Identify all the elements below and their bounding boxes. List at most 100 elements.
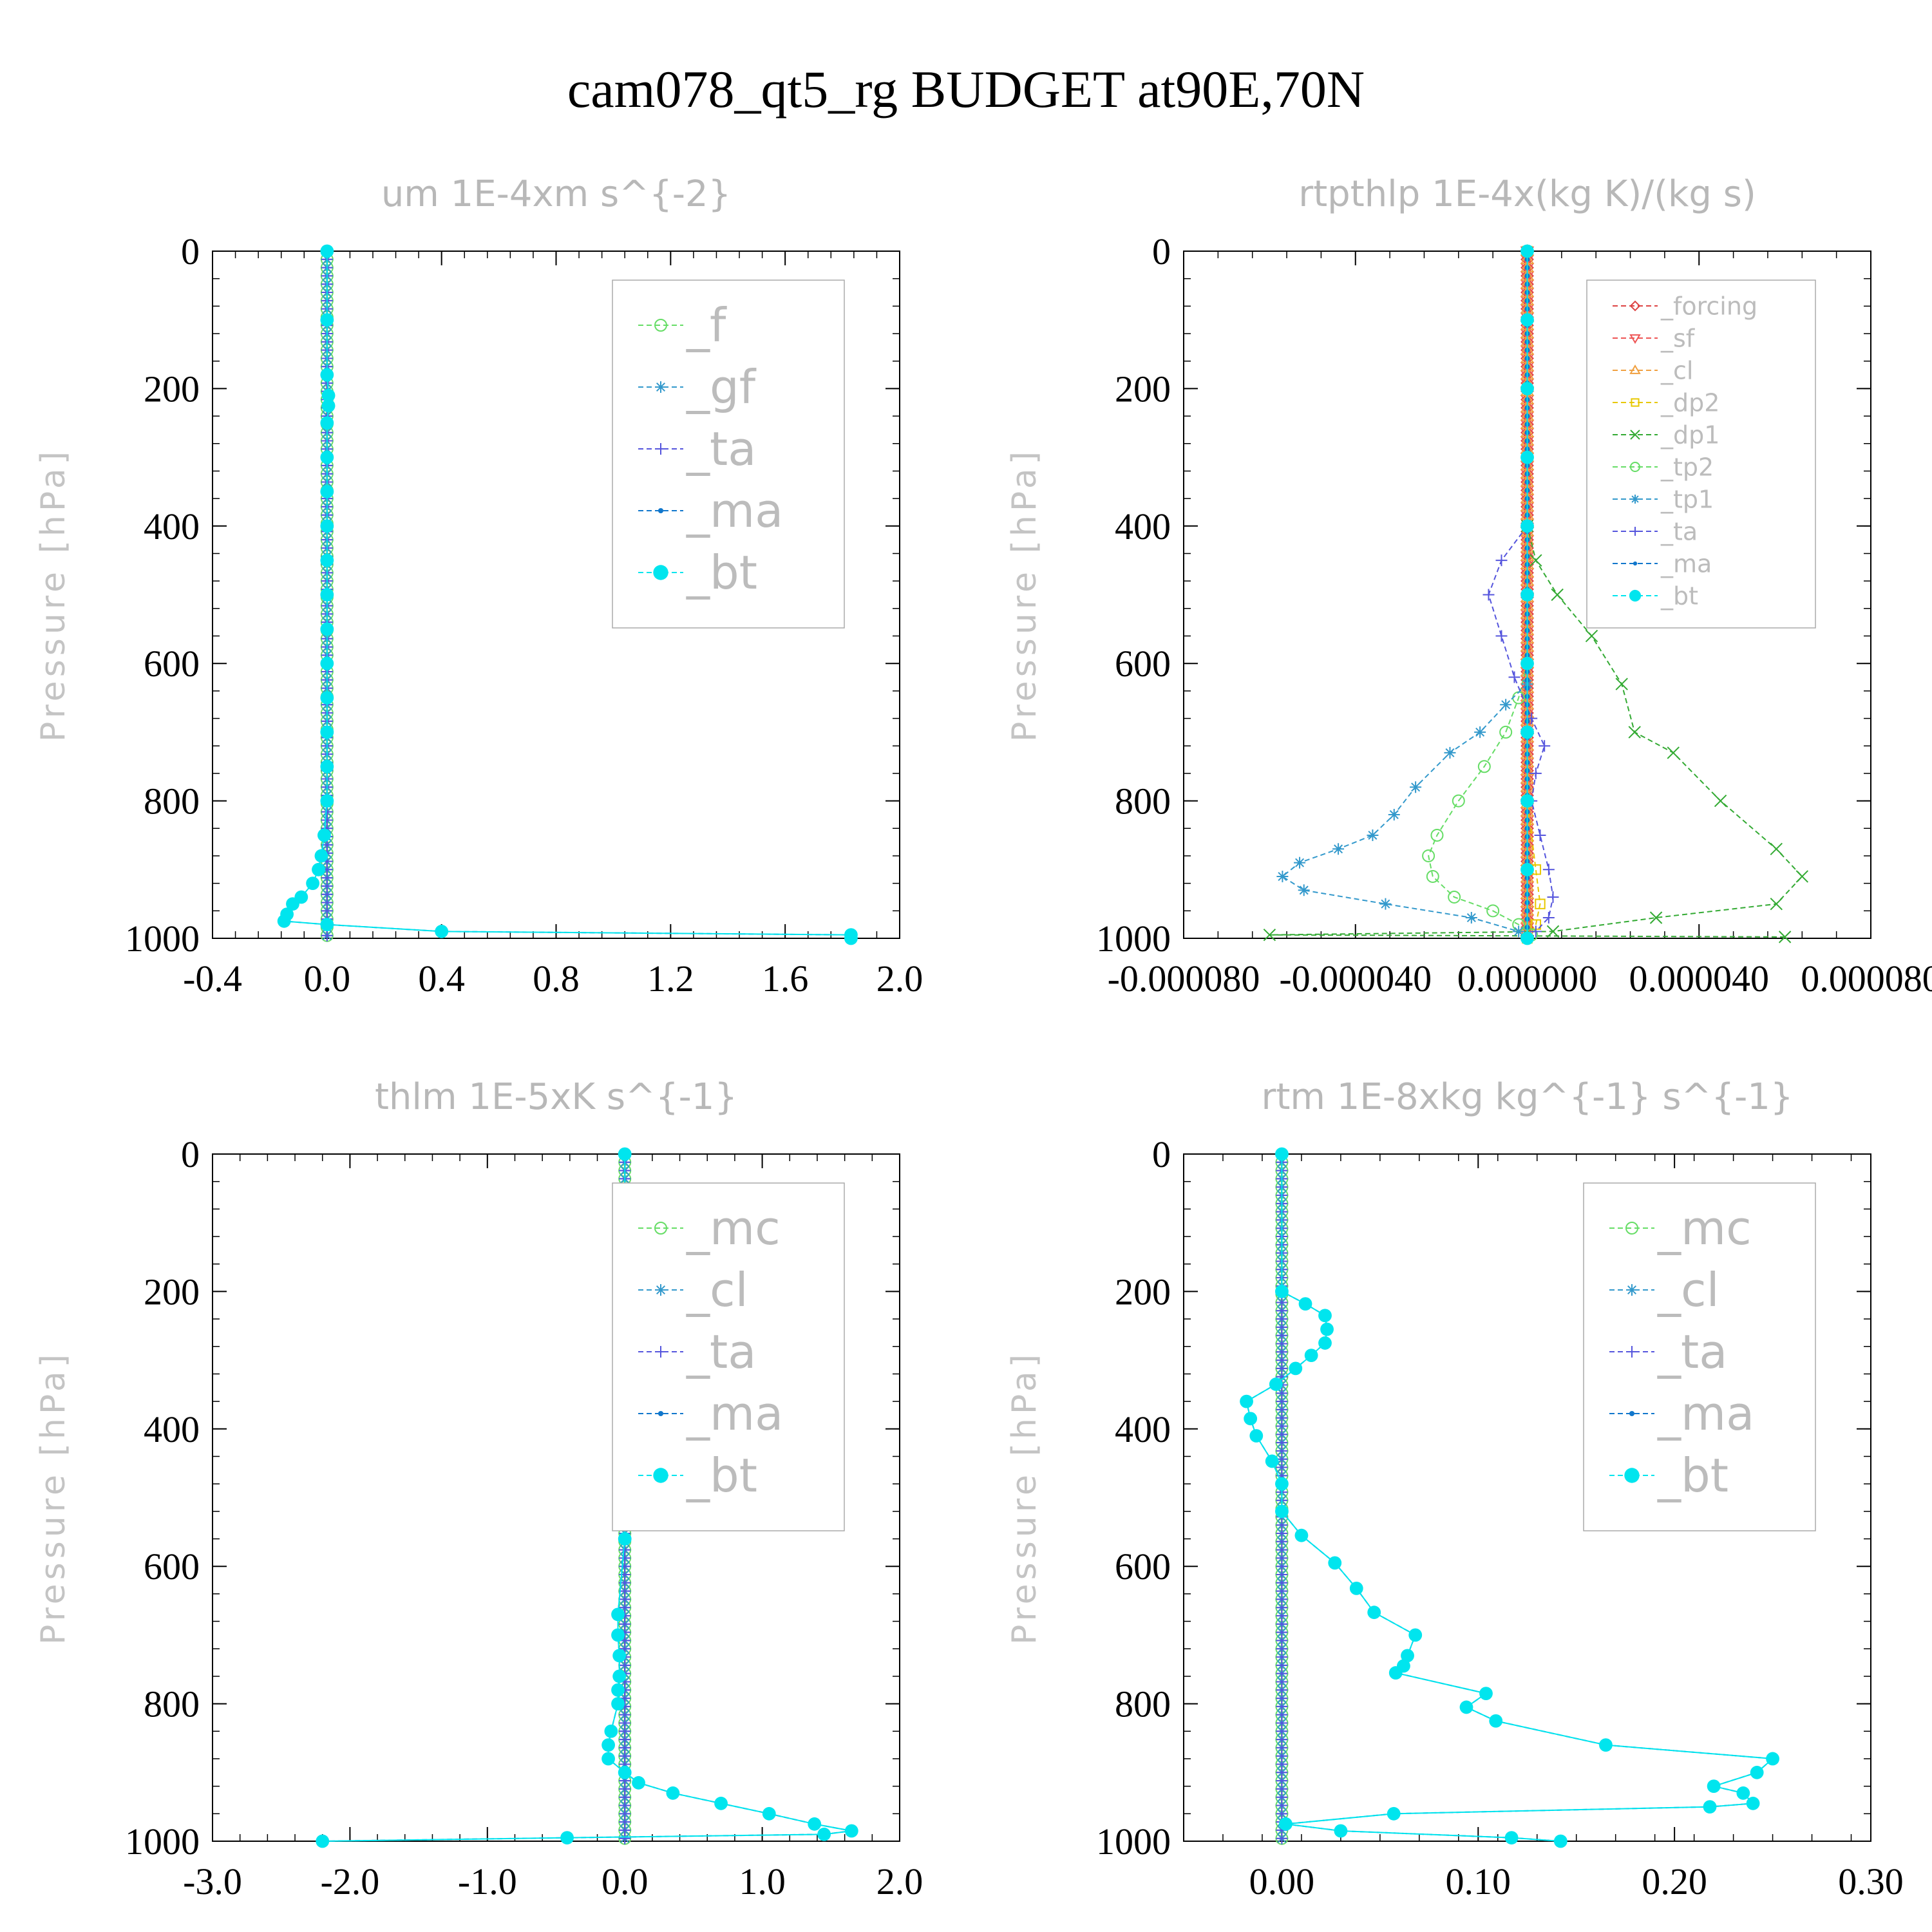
point-marker <box>1628 726 1641 739</box>
point-marker <box>844 931 858 945</box>
point-marker <box>1265 1454 1279 1468</box>
point-marker <box>1585 629 1598 643</box>
point-marker <box>655 1346 667 1358</box>
point-marker <box>1276 870 1289 882</box>
x-tick-label: 1.6 <box>762 958 809 999</box>
y-tick-label: 1000 <box>1096 918 1171 960</box>
point-marker <box>1520 794 1534 808</box>
point-marker <box>1530 554 1542 567</box>
point-marker <box>306 876 320 891</box>
x-tick-label: -2.0 <box>320 1861 379 1902</box>
point-marker <box>1367 829 1379 841</box>
point-marker <box>1263 928 1276 942</box>
point-marker <box>1474 726 1486 738</box>
y-tick-label: 200 <box>144 368 200 410</box>
point-marker <box>618 1765 632 1779</box>
point-marker <box>314 849 328 863</box>
point-marker <box>1530 767 1542 779</box>
point-marker <box>1388 1666 1403 1680</box>
point-marker <box>1631 398 1640 407</box>
series-tp1 <box>1276 678 1533 938</box>
y-tick-label: 800 <box>144 781 200 822</box>
point-marker <box>1626 1284 1638 1296</box>
point-marker <box>320 519 334 533</box>
point-marker <box>1495 630 1508 642</box>
point-marker <box>1387 1806 1401 1821</box>
y-tick-label: 200 <box>1115 368 1171 410</box>
y-axis-label: Pressure [hPa] <box>1005 1350 1044 1645</box>
x-tick-label: 0.8 <box>533 958 580 999</box>
point-marker <box>1520 313 1534 327</box>
legend-label: _tp2 <box>1660 453 1714 481</box>
y-tick-label: 600 <box>144 1546 200 1587</box>
point-marker <box>1746 1796 1760 1810</box>
legend-label: _ta <box>686 422 756 476</box>
x-tick-label: 0.10 <box>1446 1861 1511 1902</box>
point-marker <box>601 1752 615 1766</box>
point-marker <box>1489 1714 1503 1728</box>
series-line <box>1428 663 1532 936</box>
point-marker <box>320 368 334 382</box>
point-marker <box>618 1147 632 1161</box>
x-tick-label: -0.000040 <box>1279 958 1432 999</box>
point-marker <box>1298 1297 1312 1311</box>
point-marker <box>320 691 334 705</box>
y-tick-label: 0 <box>1152 1133 1171 1175</box>
point-marker <box>1275 1504 1289 1519</box>
point-marker <box>601 1738 615 1752</box>
point-marker <box>1482 589 1495 601</box>
point-marker <box>1276 1832 1288 1844</box>
point-marker <box>1249 1429 1264 1443</box>
series-line <box>1488 526 1554 933</box>
x-tick-label: 1.0 <box>739 1861 786 1902</box>
point-marker <box>618 1532 632 1546</box>
legend: _mc _cl _ta _ma _bt <box>612 1182 845 1531</box>
panel-title: rtpthlp 1E-4x(kg K)/(kg s) <box>1298 173 1756 215</box>
y-tick-label: 1000 <box>1096 1821 1171 1862</box>
x-tick-label: -3.0 <box>183 1861 242 1902</box>
point-marker <box>1667 746 1680 759</box>
point-marker <box>1630 462 1640 472</box>
point-marker <box>1367 1605 1381 1620</box>
legend-label: _mc <box>1657 1201 1752 1255</box>
legend-label: _ta <box>1657 1325 1727 1379</box>
series-tp2 <box>1422 657 1539 942</box>
point-marker <box>714 1796 728 1810</box>
y-tick-label: 400 <box>144 1408 200 1450</box>
point-marker <box>320 794 334 808</box>
point-marker <box>654 319 667 332</box>
point-marker <box>1401 1649 1414 1663</box>
point-marker <box>1625 1222 1638 1235</box>
x-tick-label: 0.00 <box>1249 1861 1315 1902</box>
point-marker <box>1707 1779 1721 1794</box>
point-marker <box>320 553 334 567</box>
legend-label: _f <box>686 298 727 352</box>
legend-label: _forcing <box>1660 292 1757 320</box>
legend-label: _bt <box>686 545 757 600</box>
point-marker <box>320 656 334 670</box>
point-marker <box>1332 843 1345 855</box>
legend-label: _dp2 <box>1660 388 1719 417</box>
point-marker <box>1624 1468 1640 1483</box>
point-marker <box>320 450 334 464</box>
legend-label: _cl <box>686 1263 748 1317</box>
point-marker <box>1459 1700 1473 1714</box>
point-marker <box>286 897 299 911</box>
legend-label: _cl <box>1657 1263 1719 1317</box>
x-tick-label: 0.000000 <box>1457 958 1598 999</box>
plot-frame <box>1183 1153 1871 1842</box>
point-marker <box>1318 1309 1332 1323</box>
point-marker <box>321 388 336 402</box>
x-tick-label: 0.0 <box>601 1861 649 1902</box>
point-marker <box>654 1222 667 1235</box>
point-marker <box>655 1284 667 1296</box>
point-marker <box>1629 1410 1635 1417</box>
point-marker <box>1547 891 1559 903</box>
point-marker <box>1513 925 1525 938</box>
point-marker <box>1629 300 1641 312</box>
legend-label: _bt <box>1657 1448 1728 1502</box>
legend: _f _gf _ta _ma _bt <box>612 279 845 629</box>
point-marker <box>1465 911 1477 923</box>
x-tick-label: 0.30 <box>1838 1861 1904 1902</box>
